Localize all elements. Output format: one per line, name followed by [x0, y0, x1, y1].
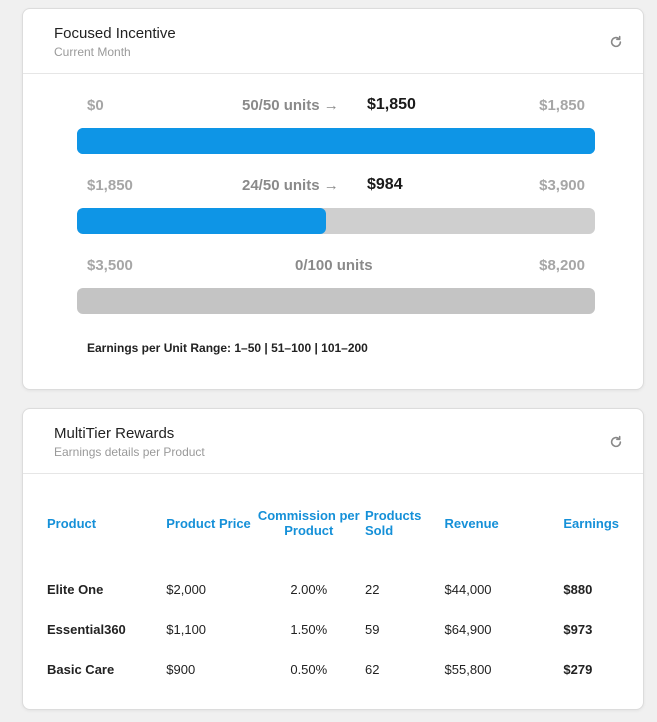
- tier-start-value: $1,850: [87, 177, 133, 194]
- table-row: Essential360 $1,100 1.50% 59 $64,900 $97…: [47, 609, 643, 649]
- column-header-sold: Products Sold: [364, 508, 422, 538]
- multitier-rewards-card: MultiTier Rewards Earnings details per P…: [22, 408, 644, 710]
- tier-end-value: $3,900: [539, 177, 585, 194]
- earnings: $973: [563, 621, 593, 637]
- product-price: $2,000: [166, 581, 207, 597]
- revenue: $55,800: [444, 661, 492, 677]
- card-header: Focused Incentive Current Month: [23, 9, 643, 74]
- tier-row-1-labels: $0 50/50 units → $1,850 $1,850: [23, 96, 645, 117]
- refresh-icon[interactable]: [609, 435, 623, 449]
- products-sold: 59: [364, 621, 380, 637]
- card-subtitle: Earnings details per Product: [54, 445, 205, 459]
- tier-units: 24/50 units →: [242, 177, 339, 194]
- tier-units: 0/100 units: [295, 257, 373, 274]
- tier-progress-bar-2: [77, 208, 595, 234]
- column-header-price: Product Price: [166, 515, 251, 531]
- card-header: MultiTier Rewards Earnings details per P…: [23, 409, 643, 474]
- card-title: Focused Incentive: [54, 25, 176, 42]
- earnings: $279: [563, 661, 593, 677]
- commission-rate: 2.00%: [290, 581, 328, 597]
- product-name: Essential360: [47, 621, 126, 637]
- column-header-product: Product: [47, 515, 97, 531]
- table-row: Elite One $2,000 2.00% 22 $44,000 $880: [47, 569, 643, 609]
- commission-rate: 1.50%: [290, 621, 328, 637]
- column-header-revenue: Revenue: [444, 515, 499, 531]
- product-price: $1,100: [166, 621, 207, 637]
- tier-earned-amount: $984: [367, 176, 403, 193]
- card-subtitle: Current Month: [54, 45, 131, 59]
- card-title: MultiTier Rewards: [54, 425, 175, 442]
- focused-incentive-card: Focused Incentive Current Month $0 50/50…: [22, 8, 644, 390]
- column-header-commission: Commission per Product: [257, 508, 360, 538]
- refresh-icon[interactable]: [609, 35, 623, 49]
- product-price: $900: [166, 661, 196, 677]
- tier-row-3-labels: $3,500 0/100 units $8,200: [23, 257, 645, 277]
- earnings-range-note: Earnings per Unit Range: 1–50 | 51–100 |…: [87, 341, 368, 355]
- tier-start-value: $3,500: [87, 257, 133, 274]
- tier-progress-fill: [77, 208, 326, 234]
- products-sold: 62: [364, 661, 380, 677]
- product-name: Elite One: [47, 581, 104, 597]
- tier-progress-bar-1: [77, 128, 595, 154]
- tier-end-value: $1,850: [539, 97, 585, 114]
- tier-progress-fill: [77, 128, 595, 154]
- products-sold: 22: [364, 581, 380, 597]
- tier-progress-bar-3: [77, 288, 595, 314]
- revenue: $44,000: [444, 581, 492, 597]
- earnings: $880: [563, 581, 593, 597]
- tier-row-2-labels: $1,850 24/50 units → $984 $3,900: [23, 176, 645, 197]
- table-header-row: Product Product Price Commission per Pro…: [47, 503, 643, 569]
- product-name: Basic Care: [47, 661, 115, 677]
- commission-rate: 0.50%: [290, 661, 328, 677]
- revenue: $64,900: [444, 621, 492, 637]
- table-row: Basic Care $900 0.50% 62 $55,800 $279: [47, 649, 643, 689]
- rewards-table: Product Product Price Commission per Pro…: [47, 503, 643, 689]
- tier-earned-amount: $1,850: [367, 96, 416, 113]
- tier-end-value: $8,200: [539, 257, 585, 274]
- tier-units: 50/50 units →: [242, 97, 339, 114]
- tier-start-value: $0: [87, 97, 104, 114]
- column-header-earnings: Earnings: [563, 515, 620, 531]
